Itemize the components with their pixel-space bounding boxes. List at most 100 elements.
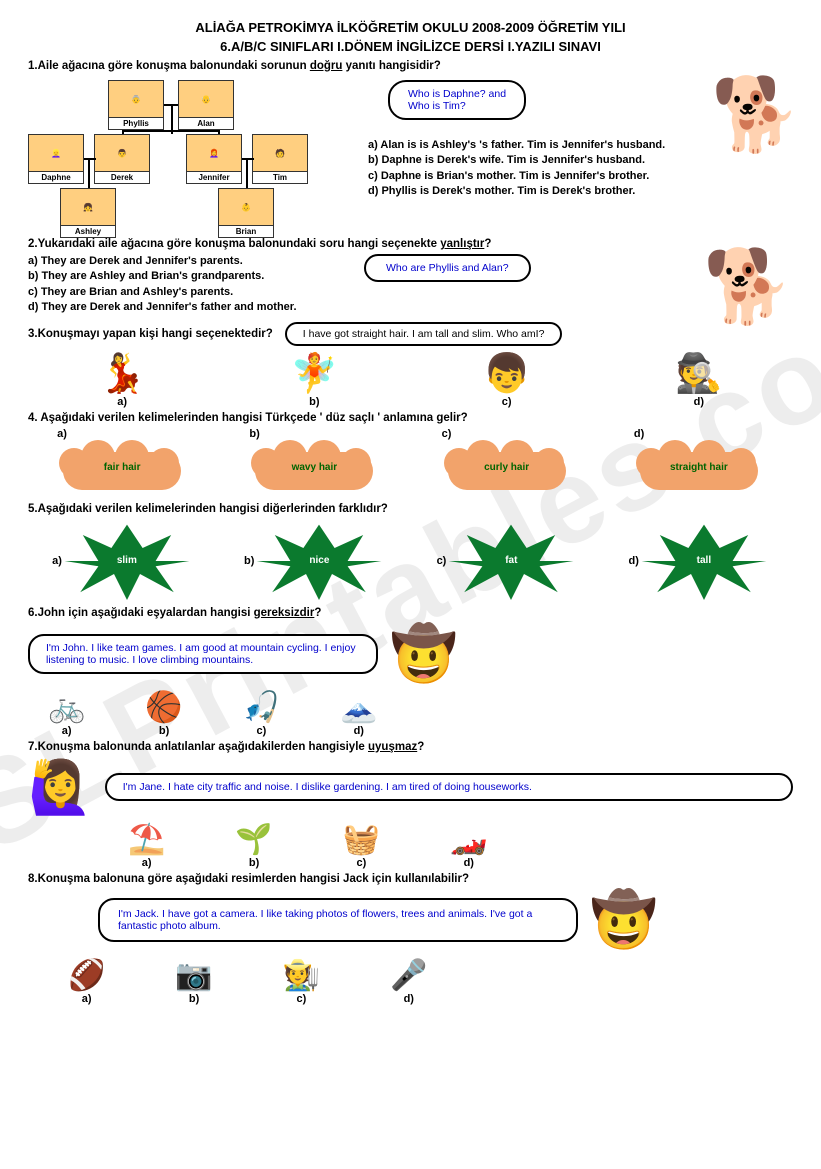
question-6: 6.John için aşağıdaki eşyalardan hangisi… <box>28 607 793 737</box>
q1-option-d: d) Phyllis is Derek's mother. Tim is Der… <box>368 184 793 199</box>
q7-letter-b: b) <box>235 857 272 869</box>
q3-fig-d-icon: 🕵️ <box>675 352 722 396</box>
q1-bubble-text: Who is Daphne? and Who is Tim? <box>408 88 506 112</box>
question-8: 8.Konuşma balonuna göre aşağıdaki resiml… <box>28 873 793 1005</box>
q7-letter-a: a) <box>128 857 165 869</box>
q6-fig-c-icon: 🎣 <box>243 690 280 725</box>
header-line-1: ALİAĞA PETROKİMYA İLKÖĞRETİM OKULU 2008-… <box>28 20 793 35</box>
q7-bubble-text: I'm Jane. I hate city traffic and noise.… <box>123 781 532 793</box>
q7-prompt-pre: 7.Konuşma balonunda anlatılanlar aşağıda… <box>28 741 368 753</box>
q4-opt-d: straight hair <box>634 440 764 496</box>
q7-fig-a-icon: ⛱️ <box>128 822 165 857</box>
q7-prompt-u: uyuşmaz <box>368 741 417 753</box>
question-4: 4. Aşağıdaki verilen kelimelerinden hang… <box>28 412 793 499</box>
label-daphne: Daphne <box>29 171 83 183</box>
face-jennifer-icon: 👩‍🦰 <box>187 135 241 171</box>
q5-prompt: 5.Aşağıdaki verilen kelimelerinden hangi… <box>28 503 793 515</box>
q4-letter-b: b) <box>249 428 379 440</box>
q6-fig-b-icon: 🏀 <box>145 690 182 725</box>
label-jennifer: Jennifer <box>187 171 241 183</box>
q2-prompt-post: ? <box>484 238 491 250</box>
question-1: 1.Aile ağacına göre konuşma balonundaki … <box>28 60 793 230</box>
q6-letter-d: d) <box>340 725 377 737</box>
q6-letter-a: a) <box>48 725 85 737</box>
question-5: 5.Aşağıdaki verilen kelimelerinden hangi… <box>28 503 793 603</box>
q7-letter-d: d) <box>450 857 487 869</box>
q6-fig-d-icon: 🗻 <box>340 690 377 725</box>
q6-prompt-pre: 6.John için aşağıdaki eşyalardan hangisi <box>28 607 254 619</box>
jack-character-icon: 🤠 <box>590 889 657 952</box>
label-alan: Alan <box>179 117 233 129</box>
q5-leaf-a: slim <box>62 519 192 603</box>
q1-prompt-u: doğru <box>310 60 343 72</box>
q7-prompt: 7.Konuşma balonunda anlatılanlar aşağıda… <box>28 741 793 753</box>
q4-cloud-a: fair hair <box>57 440 187 496</box>
q5-opt-b: nice <box>254 519 384 603</box>
q8-prompt: 8.Konuşma balonuna göre aşağıdaki resiml… <box>28 873 793 885</box>
q5-leaf-b: nice <box>254 519 384 603</box>
q5-leaf-d: tall <box>639 519 769 603</box>
question-3: 3.Konuşmayı yapan kişi hangi seçenektedi… <box>28 322 793 408</box>
question-7: 7.Konuşma balonunda anlatılanlar aşağıda… <box>28 741 793 869</box>
q5-opt-a: slim <box>62 519 192 603</box>
question-2: 2.Yukarıdaki aile ağacına göre konuşma b… <box>28 238 793 316</box>
q8-bubble-text: I'm Jack. I have got a camera. I like ta… <box>118 908 532 932</box>
page: ALİAĞA PETROKİMYA İLKÖĞRETİM OKULU 2008-… <box>0 0 821 1029</box>
q4-opt-c: curly hair <box>442 440 572 496</box>
q6-fig-a-icon: 🚲 <box>48 690 85 725</box>
jane-character-icon: 🙋‍♀️ <box>28 757 93 818</box>
face-phyllis-icon: 👵 <box>109 81 163 117</box>
q4-cloud-d: straight hair <box>634 440 764 496</box>
q3-letter-a: a) <box>98 396 145 408</box>
q6-letter-c: c) <box>243 725 280 737</box>
q6-prompt: 6.John için aşağıdaki eşyalardan hangisi… <box>28 607 793 619</box>
face-tim-icon: 🧑 <box>253 135 307 171</box>
q2-bubble-text: Who are Phyllis and Alan? <box>386 262 509 274</box>
q8-letter-c: c) <box>283 993 320 1005</box>
q6-prompt-u: gereksizdir <box>254 607 315 619</box>
face-brian-icon: 👶 <box>219 189 273 225</box>
face-alan-icon: 👴 <box>179 81 233 117</box>
q3-bubble-text: I have got straight hair. I am tall and … <box>303 328 545 340</box>
q3-prompt: 3.Konuşmayı yapan kişi hangi seçenektedi… <box>28 328 273 340</box>
q3-fig-c-icon: 👦 <box>483 352 530 396</box>
q4-letter-c: c) <box>442 428 572 440</box>
face-derek-icon: 👨 <box>95 135 149 171</box>
q3-letter-c: c) <box>483 396 530 408</box>
q8-fig-a-icon: 🏈 <box>68 958 105 993</box>
q2-option-d: d) They are Derek and Jennifer's father … <box>28 300 358 315</box>
q5-letter-d: d) <box>629 555 639 567</box>
q5-opt-d: tall <box>639 519 769 603</box>
q5-opt-c: fat <box>446 519 576 603</box>
q7-fig-d-icon: 🏎️ <box>450 822 487 857</box>
q8-fig-d-icon: 🎤 <box>390 958 427 993</box>
q6-letter-b: b) <box>145 725 182 737</box>
q3-letter-d: d) <box>675 396 722 408</box>
face-daphne-icon: 👱‍♀️ <box>29 135 83 171</box>
label-tim: Tim <box>253 171 307 183</box>
label-ashley: Ashley <box>61 225 115 237</box>
family-tree: 👵 Phyllis 👴 Alan 👱‍♀️ Daphne 👨 Derek <box>28 80 358 230</box>
q2-prompt-u: yanlıştır <box>440 238 484 250</box>
q2-option-c: c) They are Brian and Ashley's parents. <box>28 285 358 300</box>
q3-letter-b: b) <box>291 396 338 408</box>
q4-opt-b: wavy hair <box>249 440 379 496</box>
label-derek: Derek <box>95 171 149 183</box>
q4-prompt: 4. Aşağıdaki verilen kelimelerinden hang… <box>28 412 793 424</box>
q3-speech-bubble: I have got straight hair. I am tall and … <box>285 322 563 346</box>
q4-opt-a: fair hair <box>57 440 187 496</box>
q5-letter-a: a) <box>52 555 62 567</box>
q4-cloud-c: curly hair <box>442 440 572 496</box>
q3-fig-a-icon: 💃 <box>98 352 145 396</box>
q2-speech-bubble: Who are Phyllis and Alan? <box>364 254 531 282</box>
q2-prompt: 2.Yukarıdaki aile ağacına göre konuşma b… <box>28 238 793 250</box>
q6-speech-bubble: I'm John. I like team games. I am good a… <box>28 634 378 674</box>
q6-bubble-text: I'm John. I like team games. I am good a… <box>46 642 356 666</box>
q2-option-b: b) They are Ashley and Brian's grandpare… <box>28 269 358 284</box>
q8-letter-b: b) <box>175 993 212 1005</box>
q1-prompt-post: yanıtı hangisidir? <box>342 60 440 72</box>
q1-prompt-pre: 1.Aile ağacına göre konuşma balonundaki … <box>28 60 310 72</box>
q7-fig-b-icon: 🌱 <box>235 822 272 857</box>
q3-fig-b-icon: 🧚 <box>291 352 338 396</box>
q8-speech-bubble: I'm Jack. I have got a camera. I like ta… <box>98 898 578 942</box>
